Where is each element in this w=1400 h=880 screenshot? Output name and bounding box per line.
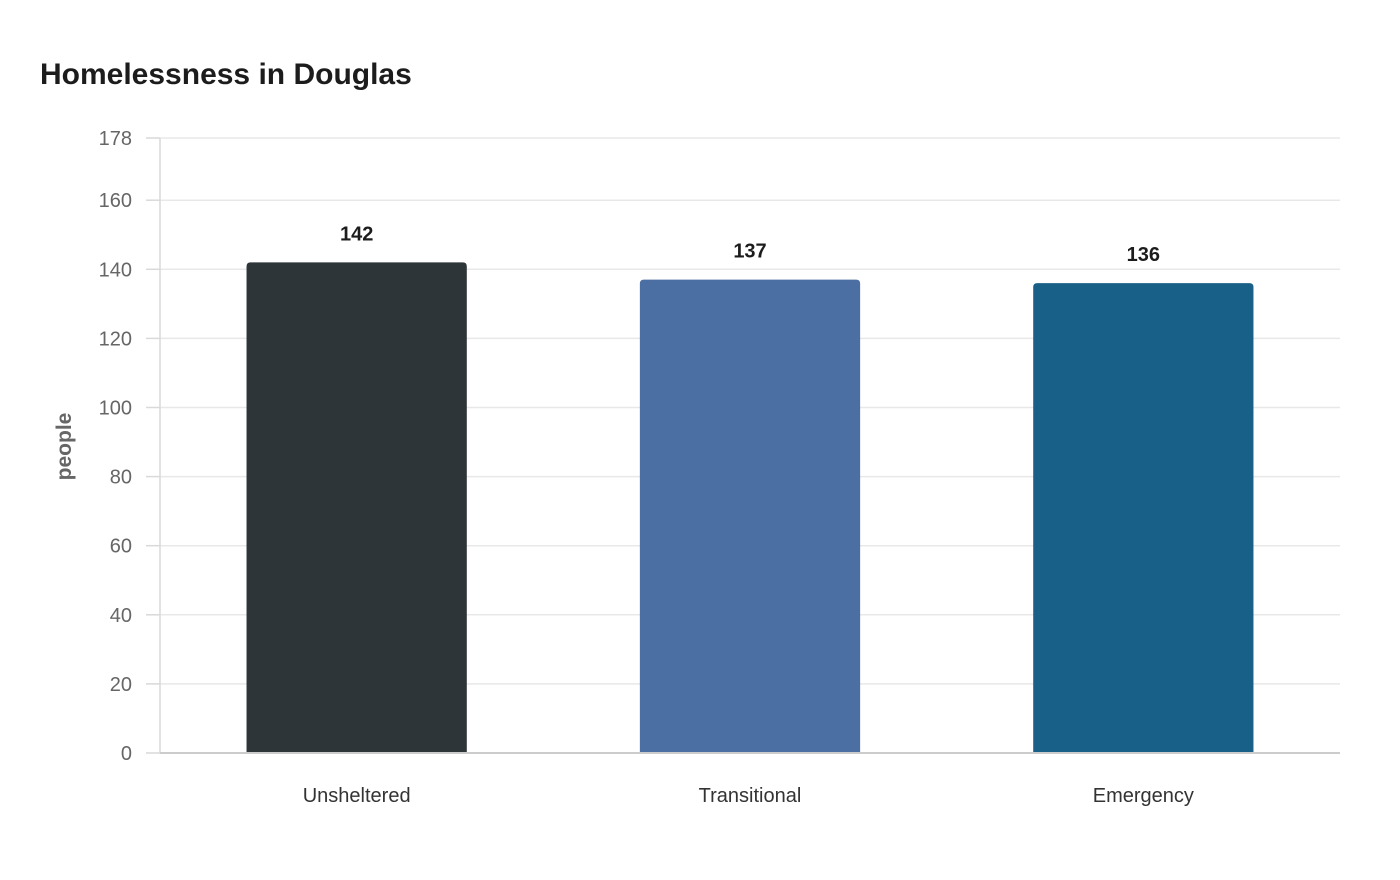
y-tick-label: 40 — [110, 605, 132, 627]
y-tick-label: 140 — [99, 259, 132, 281]
y-tick-label: 160 — [99, 190, 132, 212]
data-labels: 142 137 136 — [340, 223, 1160, 266]
data-label-emergency: 136 — [1127, 244, 1160, 266]
y-tick-label: 120 — [99, 328, 132, 350]
bar-emergency — [1033, 283, 1254, 753]
y-tick-labels: 0 20 40 60 80 100 120 140 160 178 — [99, 128, 132, 765]
bar-transitional — [639, 279, 861, 753]
y-tick-label: 80 — [110, 467, 132, 489]
data-label-unsheltered: 142 — [340, 223, 373, 245]
x-tick-label-unsheltered: Unsheltered — [303, 785, 411, 807]
x-tick-labels: Unsheltered Transitional Emergency — [303, 785, 1194, 807]
y-tick-label: 100 — [99, 397, 132, 419]
bar-unsheltered — [246, 262, 467, 753]
y-tick-label: 0 — [121, 743, 132, 765]
bars — [246, 262, 1254, 753]
chart-title: Homelessness in Douglas — [40, 58, 412, 91]
y-tick-label: 178 — [99, 128, 132, 150]
x-tick-label-transitional: Transitional — [699, 785, 802, 807]
data-label-transitional: 137 — [733, 241, 766, 263]
x-tick-label-emergency: Emergency — [1093, 785, 1194, 807]
y-tick-label: 20 — [110, 674, 132, 696]
y-tick-label: 60 — [110, 536, 132, 558]
y-axis-title: people — [53, 413, 76, 481]
